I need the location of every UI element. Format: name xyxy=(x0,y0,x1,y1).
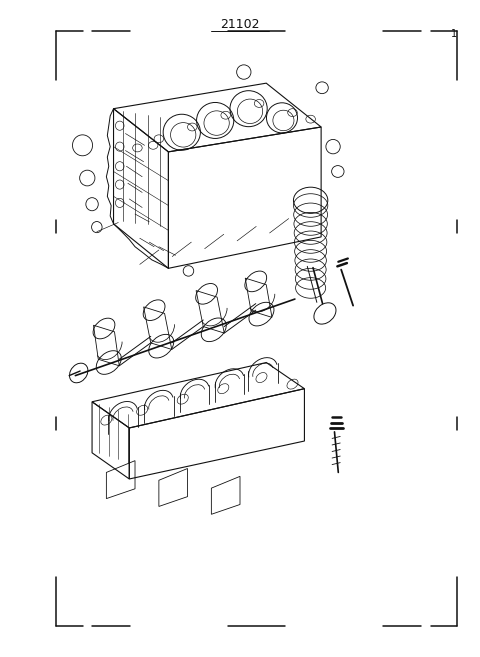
Text: 21102: 21102 xyxy=(220,18,260,31)
Text: 1: 1 xyxy=(451,29,457,39)
